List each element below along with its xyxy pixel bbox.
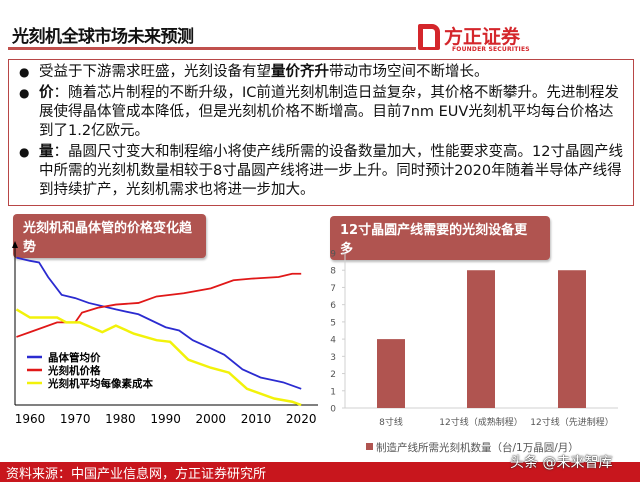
x-tick-label: 1960 [15, 412, 46, 426]
logo-text: 方正证券 [444, 26, 521, 48]
y-tick-label: 2 [330, 370, 336, 380]
y-tick-label: 4 [330, 336, 336, 346]
logo-mark-icon [418, 24, 440, 50]
x-tick-label: 1990 [150, 412, 181, 426]
y-tick-label: 6 [330, 301, 336, 311]
y-tick-label: 3 [330, 353, 336, 363]
watermark: 头条 @未来智库 [510, 455, 613, 471]
title-divider [8, 47, 416, 50]
series-line-2 [16, 272, 302, 338]
x-tick-label: 12寸线（先进制程） [530, 416, 613, 428]
y-tick-label: 8 [330, 267, 336, 277]
y-tick-label: 1 [330, 387, 336, 397]
logo-subtext: FOUNDER SECURITIES [452, 46, 530, 53]
summary-box: 受益于下游需求旺盛，光刻设备有望量价齐升带动市场空间不断增长。 价：随着芯片制程… [8, 59, 634, 206]
series-line-1 [16, 256, 302, 390]
legend-label: 光刻机价格 [47, 364, 101, 377]
x-tick-label: 8寸线 [379, 416, 403, 428]
bullet-text: 带动市场空间不断增长。 [329, 64, 489, 80]
legend-swatch [366, 443, 373, 450]
x-tick-label: 2010 [241, 412, 272, 426]
bullet-text: ：随着芯片制程的不断升级，IC前道光刻机制造日益复杂，其价格不断攀升。先进制程发… [39, 85, 619, 139]
bullet-bold: 量价齐升 [271, 64, 329, 80]
bullet-text: 受益于下游需求旺盛，光刻设备有望 [39, 64, 271, 80]
bar-chart-title: 12寸晶圆产线需要的光刻设备更多 [330, 216, 550, 260]
x-tick-label: 2020 [286, 412, 317, 426]
y-tick-label: 9 [330, 250, 336, 260]
y-tick-label: 7 [330, 284, 336, 294]
legend-label: 光刻机平均每像素成本 [47, 377, 153, 390]
y-tick-label: 0 [330, 405, 336, 415]
bullet-2: 价：随着芯片制程的不断升级，IC前道光刻机制造日益复杂，其价格不断攀升。先进制程… [17, 84, 625, 141]
logo: 方正证券 FOUNDER SECURITIES [418, 24, 636, 54]
bar [558, 270, 586, 408]
page-title: 光刻机全球市场未来预测 [12, 27, 194, 47]
x-tick-label: 1970 [60, 412, 91, 426]
x-tick-label: 12寸线（成熟制程） [439, 416, 522, 428]
bar [377, 339, 405, 408]
bullet-text: ：晶圆尺寸变大和制程缩小将使产线所需的设备数量加大，性能要求变高。12寸晶圆产线… [39, 144, 623, 198]
line-chart: 1960 1970 1980 1990 2000 2010 2020 晶体管均价光刻机价格光刻… [12, 241, 318, 426]
line-chart-title: 光刻机和晶体管的价格变化趋势 [13, 214, 206, 258]
bullet-3: 量：晶圆尺寸变大和制程缩小将使产线所需的设备数量加大，性能要求变高。12寸晶圆产… [17, 143, 625, 200]
x-tick-label: 1980 [105, 412, 136, 426]
source-footer: 资料来源：中国产业信息网，方正证券研究所 [0, 462, 640, 482]
y-axis-arrow-icon [12, 241, 18, 248]
bar-chart: 0 1 2 3 4 5 6 7 8 9 8寸线 12寸线（成熟制程） 12寸线（先进制程） 制造产线所需光… [330, 250, 618, 454]
x-tick-label: 2000 [196, 412, 227, 426]
y-tick-label: 5 [330, 318, 336, 328]
bullet-1: 受益于下游需求旺盛，光刻设备有望量价齐升带动市场空间不断增长。 [17, 63, 625, 82]
bullet-bold: 量 [39, 144, 54, 160]
bar [467, 270, 495, 408]
legend-label: 晶体管均价 [48, 351, 101, 364]
bullet-bold: 价 [39, 85, 54, 101]
legend-label: 制造产线所需光刻机数量（台/1万晶圆/月） [376, 441, 579, 454]
series-line-3 [15, 308, 302, 407]
